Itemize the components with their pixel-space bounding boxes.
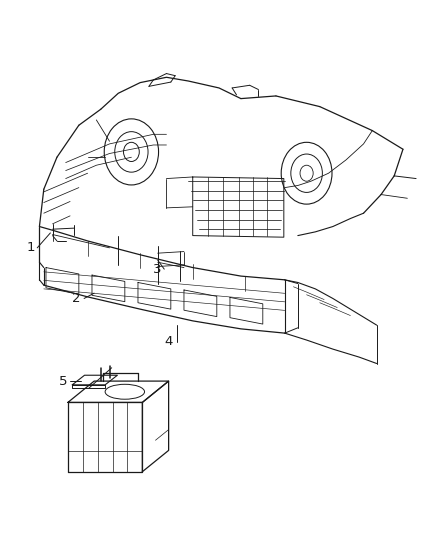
Text: 5: 5 [59,375,68,387]
Text: 3: 3 [153,263,162,276]
Text: 4: 4 [164,335,173,348]
Text: 2: 2 [72,292,81,305]
Text: 1: 1 [26,241,35,254]
